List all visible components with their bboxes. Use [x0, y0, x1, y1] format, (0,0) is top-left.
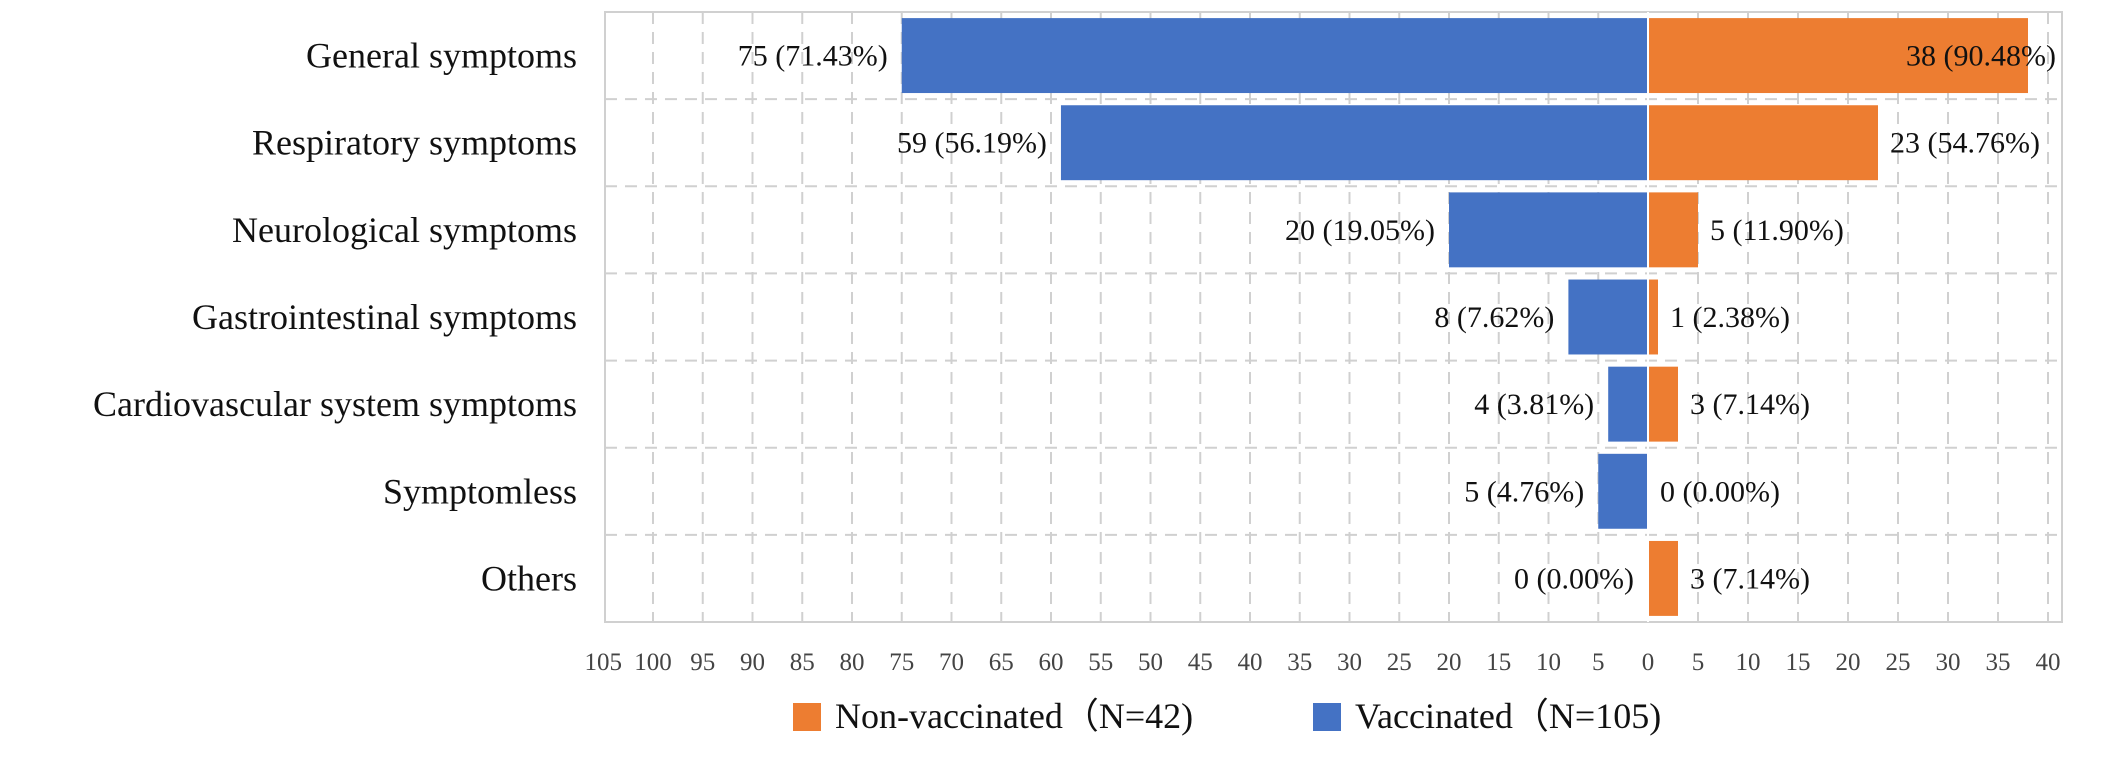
data-label-non-vaccinated: 3 (7.14%) — [1690, 562, 1810, 595]
category-labels: General symptoms Respiratory symptoms Neur… — [93, 36, 577, 599]
tick-label-left: 95 — [690, 649, 715, 676]
legend-swatch — [793, 703, 821, 731]
bar-non-vaccinated — [1648, 192, 1698, 268]
tick-label-left: 25 — [1387, 649, 1412, 676]
tick-label-right: 35 — [1986, 649, 2011, 676]
bars — [901, 12, 2028, 622]
tick-label-right: 5 — [1692, 649, 1705, 676]
tick-label-left: 10 — [1536, 649, 1561, 676]
bar-non-vaccinated — [1648, 279, 1658, 355]
bar-vaccinated — [1449, 192, 1648, 268]
bar-non-vaccinated — [1648, 366, 1678, 442]
data-label-vaccinated: 0 (0.00%) — [1514, 562, 1634, 595]
data-label-non-vaccinated: 3 (7.14%) — [1690, 388, 1810, 421]
plot-frame — [604, 11, 2063, 623]
tick-label-left: 45 — [1188, 649, 1213, 676]
legend: Non-vaccinated（N=42) Vaccinated（N=105) — [793, 696, 1661, 736]
category-label: Respiratory symptoms — [252, 123, 577, 163]
bar-vaccinated — [1568, 279, 1648, 355]
tick-label-left: 75 — [889, 649, 914, 676]
data-label-vaccinated: 59 (56.19%) — [897, 127, 1047, 160]
tick-label-left: 60 — [1039, 649, 1064, 676]
data-label-non-vaccinated: 5 (11.90%) — [1710, 214, 1844, 247]
data-label-vaccinated: 4 (3.81%) — [1474, 388, 1594, 421]
tick-label-left: 5 — [1592, 649, 1605, 676]
tick-label-left: 105 — [585, 649, 623, 676]
bar-non-vaccinated — [1648, 18, 2028, 94]
category-label: Cardiovascular system symptoms — [93, 384, 577, 424]
legend-label: Vaccinated（N=105) — [1355, 696, 1661, 736]
category-label: Symptomless — [383, 471, 577, 511]
legend-label: Non-vaccinated（N=42) — [835, 696, 1193, 736]
category-label: Neurological symptoms — [232, 210, 577, 250]
data-label-vaccinated: 75 (71.43%) — [738, 40, 888, 73]
data-labels: 75 (71.43%) 38 (90.48%) 59 (56.19%) 23 (54.… — [738, 40, 2056, 596]
tick-label-left: 40 — [1238, 649, 1263, 676]
category-label: Gastrointestinal symptoms — [192, 297, 577, 337]
tick-label-right: 10 — [1736, 649, 1761, 676]
bar-non-vaccinated — [1648, 540, 1678, 616]
bar-vaccinated — [1608, 366, 1648, 442]
tick-label-left: 90 — [740, 649, 765, 676]
data-label-non-vaccinated: 0 (0.00%) — [1660, 475, 1780, 508]
bar-vaccinated — [1598, 453, 1648, 529]
tick-label-right: 30 — [1936, 649, 1961, 676]
tick-label-right: 20 — [1836, 649, 1861, 676]
tick-label-left: 0 — [1642, 649, 1655, 676]
tick-label-left: 85 — [790, 649, 815, 676]
tick-label-left: 30 — [1337, 649, 1362, 676]
tick-label-left: 35 — [1287, 649, 1312, 676]
tick-label-left: 100 — [634, 649, 672, 676]
category-label: Others — [481, 558, 577, 598]
tick-labels: 105 100 95 90 85 80 75 70 65 60 55 50 45 40 35 30 25 20 15… — [585, 649, 2061, 676]
tick-label-right: 40 — [2036, 649, 2061, 676]
bar-non-vaccinated — [1648, 105, 1878, 181]
data-label-non-vaccinated: 38 (90.48%) — [1906, 40, 2056, 73]
data-label-vaccinated: 20 (19.05%) — [1285, 214, 1435, 247]
tick-label-left: 15 — [1486, 649, 1511, 676]
bar-vaccinated — [1060, 105, 1648, 181]
grid-lines — [604, 11, 2063, 623]
data-label-non-vaccinated: 1 (2.38%) — [1670, 301, 1790, 334]
tick-label-left: 65 — [989, 649, 1014, 676]
data-label-non-vaccinated: 23 (54.76%) — [1890, 127, 2040, 160]
tick-label-right: 15 — [1786, 649, 1811, 676]
legend-swatch — [1313, 703, 1341, 731]
tick-label-left: 55 — [1088, 649, 1113, 676]
data-label-vaccinated: 5 (4.76%) — [1464, 475, 1584, 508]
tick-label-left: 20 — [1437, 649, 1462, 676]
tick-label-left: 50 — [1138, 649, 1163, 676]
tick-label-left: 70 — [939, 649, 964, 676]
category-label: General symptoms — [306, 36, 577, 76]
tick-label-left: 80 — [840, 649, 865, 676]
tick-label-right: 25 — [1886, 649, 1911, 676]
data-label-vaccinated: 8 (7.62%) — [1434, 301, 1554, 334]
bar-vaccinated — [901, 18, 1648, 94]
